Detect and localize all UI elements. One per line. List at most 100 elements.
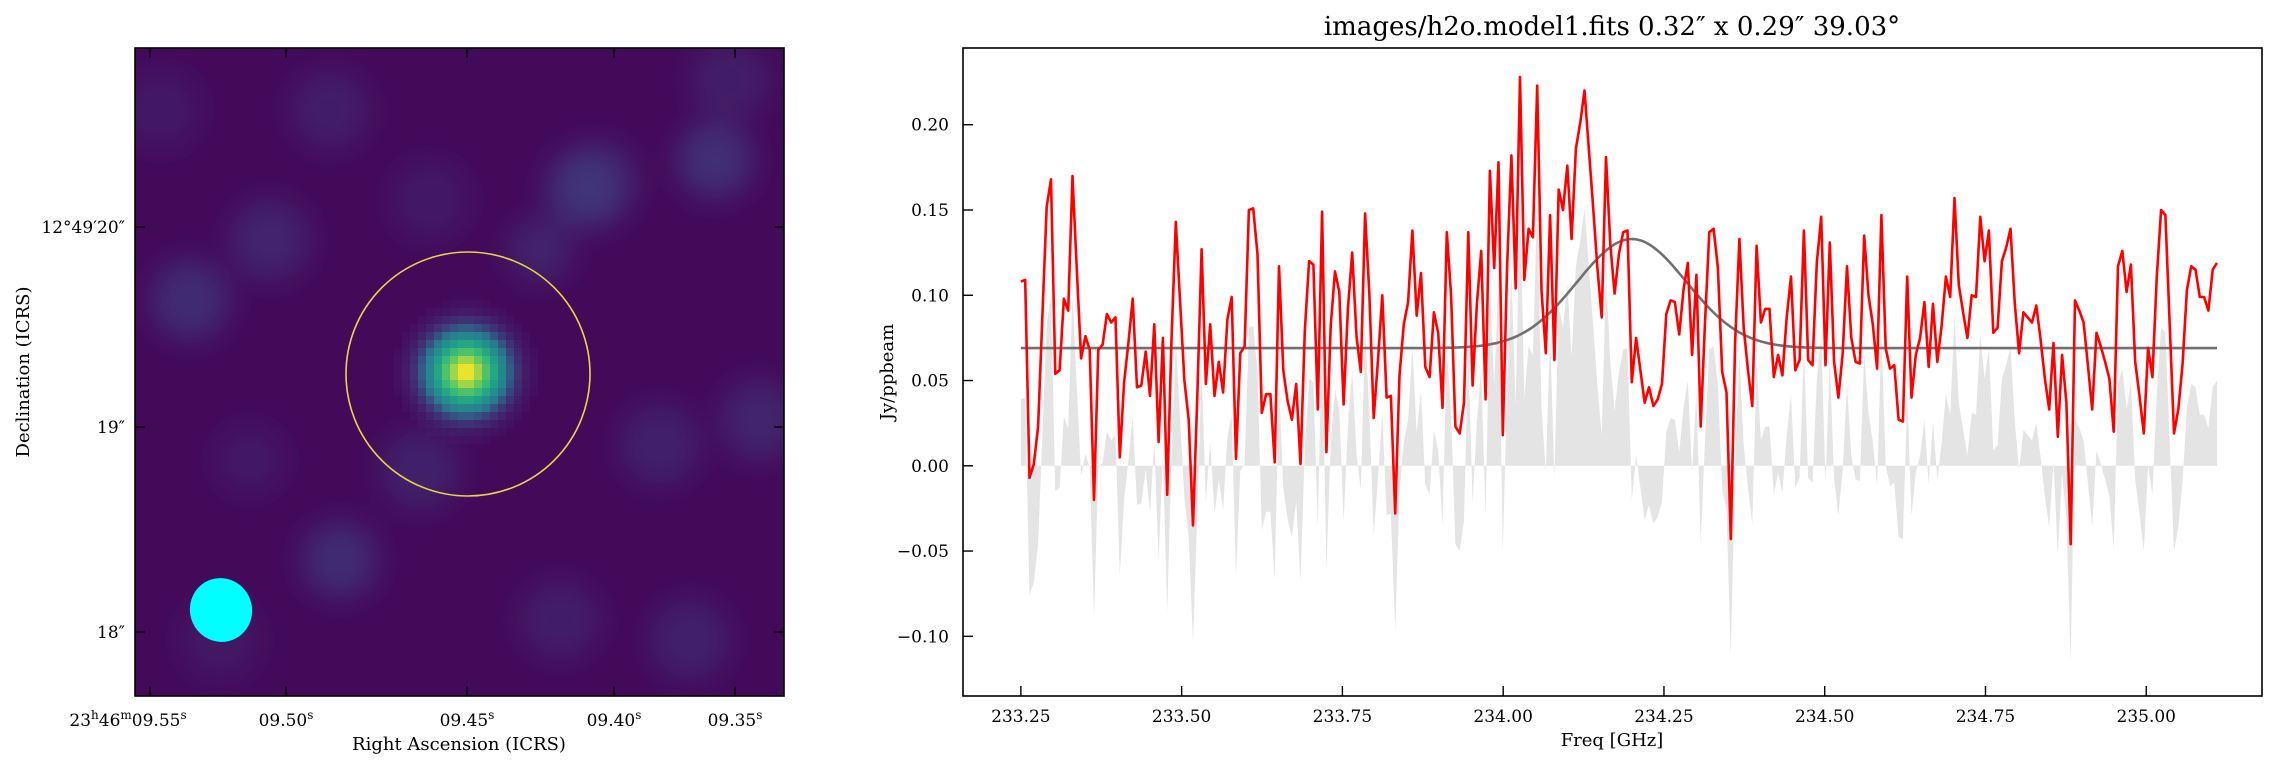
source-pixel: [474, 300, 482, 308]
source-pixel: [442, 388, 450, 396]
source-pixel: [434, 308, 442, 316]
source-pixel: [514, 348, 522, 356]
source-pixel: [466, 316, 474, 324]
freq-tick-label: 234.25: [1634, 707, 1693, 727]
source-pixel: [506, 340, 514, 348]
source-pixel: [498, 388, 506, 396]
source-pixel: [458, 316, 466, 324]
source-pixel: [482, 428, 490, 436]
source-pixel: [530, 388, 538, 396]
noise-blob: [290, 70, 370, 150]
source-pixel: [410, 332, 418, 340]
source-pixel: [474, 316, 482, 324]
source-pixel: [450, 316, 458, 324]
source-pixel: [458, 420, 466, 428]
source-pixel: [426, 332, 434, 340]
source-pixel: [530, 372, 538, 380]
source-pixel: [450, 436, 458, 444]
source-pixel: [418, 412, 426, 420]
source-pixel: [498, 380, 506, 388]
sky-image-panel: 23h46m09.55s 09.50s 09.45s 09.40s 09.35s…: [13, 47, 785, 755]
source-pixel: [450, 372, 458, 380]
source-pixel: [506, 420, 514, 428]
source-pixel: [458, 300, 466, 308]
source-pixel: [466, 412, 474, 420]
dec-tick-label: 12°49′20″: [41, 218, 125, 238]
source-pixel: [450, 348, 458, 356]
source-pixel: [450, 340, 458, 348]
source-pixel: [514, 332, 522, 340]
source-pixel: [466, 308, 474, 316]
source-pixel: [434, 388, 442, 396]
source-pixel: [434, 340, 442, 348]
source-pixel: [498, 348, 506, 356]
source-pixel: [394, 356, 402, 364]
source-pixel: [450, 332, 458, 340]
source-pixel: [442, 332, 450, 340]
source-pixel: [458, 428, 466, 436]
source-pixel: [426, 388, 434, 396]
source-pixel: [402, 388, 410, 396]
ra-tick-label: 09.50s: [259, 708, 314, 731]
source-pixel: [514, 380, 522, 388]
source-pixel: [490, 396, 498, 404]
source-pixel: [402, 404, 410, 412]
source-pixel: [426, 324, 434, 332]
source-pixel: [530, 380, 538, 388]
source-pixel: [490, 324, 498, 332]
source-pixel: [514, 372, 522, 380]
source-pixel: [482, 404, 490, 412]
noise-blob: [302, 522, 378, 598]
source-pixel: [506, 380, 514, 388]
source-pixel: [490, 428, 498, 436]
source-pixel: [458, 396, 466, 404]
source-pixel: [450, 364, 458, 372]
source-pixel: [466, 396, 474, 404]
source-pixel: [474, 404, 482, 412]
source-pixel: [466, 380, 474, 388]
source-pixel: [466, 340, 474, 348]
flux-tick-label: −0.05: [897, 542, 949, 562]
source-pixel: [498, 420, 506, 428]
source-pixel: [466, 332, 474, 340]
source-pixel: [394, 348, 402, 356]
noise-blob: [620, 405, 700, 485]
source-pixel: [418, 340, 426, 348]
source-pixel: [522, 364, 530, 372]
source-pixel: [450, 412, 458, 420]
source-pixel: [458, 412, 466, 420]
source-pixel: [482, 372, 490, 380]
source-pixel: [450, 356, 458, 364]
source-pixel: [506, 348, 514, 356]
source-pixel: [506, 364, 514, 372]
source-pixel: [530, 364, 538, 372]
source-pixel: [474, 324, 482, 332]
source-pixel: [466, 436, 474, 444]
source-pixel: [522, 348, 530, 356]
source-pixel: [498, 340, 506, 348]
source-pixel: [482, 388, 490, 396]
source-pixel: [490, 308, 498, 316]
source-pixel: [426, 404, 434, 412]
source-pixel: [450, 404, 458, 412]
source-pixel: [450, 380, 458, 388]
noise-blobs: [135, 48, 784, 680]
noise-blob: [720, 380, 784, 460]
spectrum-frame: [962, 47, 2263, 697]
source-pixel: [474, 348, 482, 356]
source-pixel: [522, 396, 530, 404]
source-pixel: [490, 364, 498, 372]
source-pixel: [418, 388, 426, 396]
source-pixel: [506, 388, 514, 396]
source-pixel: [514, 356, 522, 364]
source-pixel: [450, 420, 458, 428]
source-pixel: [482, 340, 490, 348]
source-pixel: [482, 396, 490, 404]
source-pixel: [506, 356, 514, 364]
source-pixel: [426, 420, 434, 428]
source-pixel: [482, 364, 490, 372]
source-pixel: [458, 308, 466, 316]
source-pixel: [474, 388, 482, 396]
source-pixel: [474, 436, 482, 444]
noise-blob: [230, 200, 310, 280]
